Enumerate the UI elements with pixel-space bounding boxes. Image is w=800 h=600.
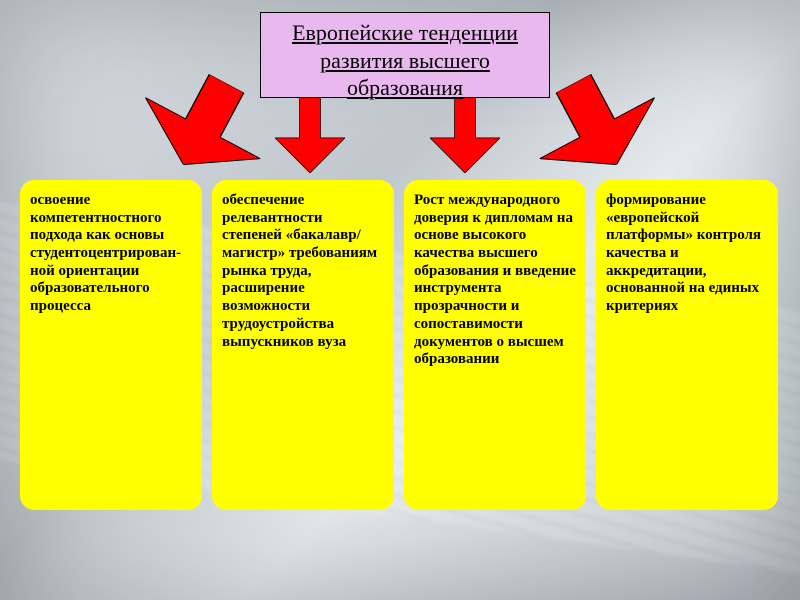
card-2: обеспечение релевантности степеней «бака…: [212, 180, 394, 510]
card-1: освоение компетентностного подхода как о…: [20, 180, 202, 510]
arrow-3: [430, 95, 500, 173]
title-box: Европейские тенденции развития высшего о…: [260, 12, 550, 98]
card-4: формирование «европейской платформы» кон…: [596, 180, 778, 510]
arrow-2: [275, 95, 345, 173]
slide-stage: { "layout": { "stage_width": 800, "stage…: [0, 0, 800, 600]
card-3: Рост международного доверия к дипломам н…: [404, 180, 586, 510]
